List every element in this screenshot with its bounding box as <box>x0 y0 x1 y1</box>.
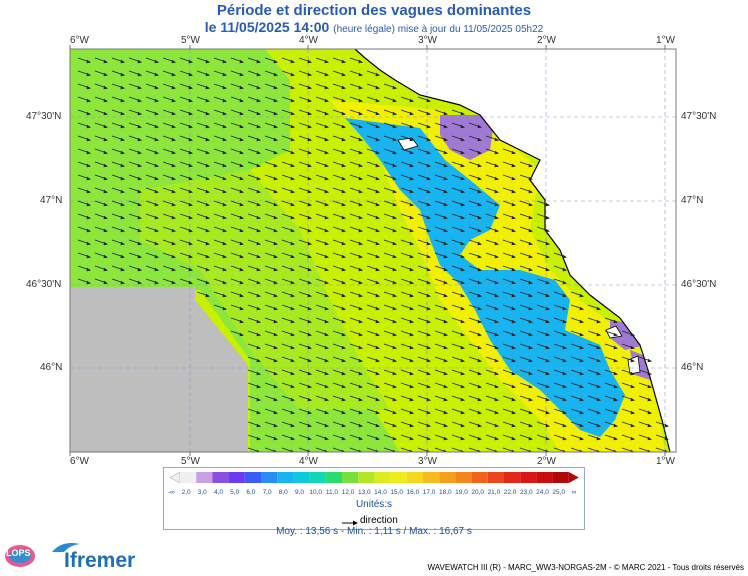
direction-arrows <box>77 57 669 452</box>
legend-tick-label: 2,0 <box>182 489 191 496</box>
lon-label-bottom-4w: 4°W <box>299 456 318 467</box>
lon-label-top-1w: 1°W <box>656 35 675 46</box>
legend-swatch <box>455 472 472 483</box>
legend-over-label: ∞ <box>572 489 577 496</box>
period-zone-lime <box>140 170 390 410</box>
lat-label-left-47: 47°N <box>40 195 63 206</box>
legend-tick-label: 17,0 <box>423 489 436 496</box>
color-legend: 2,0 3,0 4,0 5,0 6,0 7,0 8,0 9,0 10,0 11,0 12,0 13,0… <box>163 467 585 530</box>
ifremer-wave-icon <box>52 543 80 552</box>
legend-swatch <box>536 472 553 483</box>
ifremer-logo: Ifremer <box>64 549 136 572</box>
legend-tick-label: 8,0 <box>279 489 288 496</box>
legend-swatch <box>244 472 261 483</box>
lon-label-top-4w: 4°W <box>299 35 318 46</box>
lon-label-top-3w: 3°W <box>418 35 437 46</box>
legend-tick-label: 15,0 <box>390 489 403 496</box>
legend-swatch <box>261 472 278 483</box>
direction-arrow-icon <box>342 520 358 526</box>
legend-swatch <box>487 472 504 483</box>
legend-tick-label: 6,0 <box>246 489 255 496</box>
legend-swatch <box>325 472 342 483</box>
legend-tick-label: 3,0 <box>198 489 207 496</box>
legend-tick-label: 5,0 <box>230 489 239 496</box>
wave-period-map <box>69 45 677 456</box>
legend-swatch <box>504 472 521 483</box>
legend-tick-label: 20,0 <box>471 489 484 496</box>
legend-tick-label: 18,0 <box>439 489 452 496</box>
legend-swatch <box>228 472 245 483</box>
lat-label-right-46: 46°N <box>681 362 704 373</box>
legend-swatch <box>406 472 423 483</box>
legend-tick-label: 21,0 <box>488 489 501 496</box>
legend-tick-label: 11,0 <box>326 489 339 496</box>
lon-label-top-5w: 5°W <box>181 35 200 46</box>
lon-label-top-2w: 2°W <box>537 35 556 46</box>
land-mass <box>355 49 676 452</box>
lon-label-bottom-6w: 6°W <box>70 456 89 467</box>
island-2 <box>605 325 623 339</box>
legend-swatch <box>358 472 375 483</box>
legend-tick-label: 7,0 <box>263 489 272 496</box>
lon-label-top-6w: 6°W <box>70 35 89 46</box>
lat-label-right-4730: 47°30'N <box>681 111 717 122</box>
lon-label-bottom-5w: 5°W <box>181 456 200 467</box>
lat-label-left-4730: 47°30'N <box>26 111 62 122</box>
legend-tick-label: 16,0 <box>407 489 420 496</box>
map-update-note: (heure légale) mise à jour du 11/05/2025… <box>333 24 544 35</box>
legend-swatch <box>277 472 294 483</box>
legend-tick-label: 25,0 <box>552 489 565 496</box>
legend-swatch <box>293 472 310 483</box>
legend-swatch <box>374 472 391 483</box>
legend-tick-label: 9,0 <box>295 489 304 496</box>
coastline <box>354 49 671 452</box>
footer-credits: WAVEWATCH III (R) - MARC_WW3-NORGAS-2M -… <box>427 563 744 572</box>
legend-tick-label: 12,0 <box>342 489 355 496</box>
legend-swatch <box>471 472 488 483</box>
map-datetime: le 11/05/2025 14:00 <box>204 19 330 35</box>
stats-summary: Moy. : 13,56 s - Min. : 1,11 s / Max. : … <box>276 526 472 537</box>
legend-swatch <box>423 472 440 483</box>
lon-label-bottom-2w: 2°W <box>537 456 556 467</box>
period-zone-purple-1 <box>440 115 495 160</box>
direction-label: direction <box>360 515 398 526</box>
no-data-zone <box>70 287 248 452</box>
map-subtitle: le 11/05/2025 14:00 (heure légale) mise … <box>0 19 748 35</box>
legend-tick-label: 22,0 <box>504 489 517 496</box>
legend-over-triangle <box>568 472 579 483</box>
lat-label-left-46: 46°N <box>40 362 63 373</box>
lops-logo-text: LOPS <box>6 548 31 558</box>
lops-logo <box>5 545 35 567</box>
legend-swatch <box>309 472 326 483</box>
legend-swatch <box>390 472 407 483</box>
legend-under-triangle <box>169 471 181 484</box>
legend-swatch <box>180 472 197 483</box>
legend-swatch <box>439 472 456 483</box>
legend-tick-label: 10,0 <box>309 489 322 496</box>
legend-tick-label: 19,0 <box>455 489 468 496</box>
legend-swatch <box>520 472 537 483</box>
legend-tick-label: 23,0 <box>520 489 533 496</box>
legend-tick-label: 4,0 <box>214 489 223 496</box>
legend-tick-label: 13,0 <box>358 489 371 496</box>
lat-label-right-47: 47°N <box>681 195 704 206</box>
unit-label: Unités:s <box>355 499 393 510</box>
lat-label-left-4630: 46°30'N <box>26 279 62 290</box>
legend-under-label: -∞ <box>168 489 175 496</box>
map-title: Période et direction des vagues dominant… <box>216 2 532 19</box>
lon-label-bottom-3w: 3°W <box>418 456 437 467</box>
legend-swatch <box>342 472 359 483</box>
island-1 <box>397 137 419 151</box>
lat-label-right-4630: 46°30'N <box>681 279 717 290</box>
legend-swatch <box>212 472 229 483</box>
lon-label-bottom-1w: 1°W <box>656 456 675 467</box>
color-scale-bar: 2,0 3,0 4,0 5,0 6,0 7,0 8,0 9,0 10,0 11,0 12,0 13,0… <box>168 471 579 496</box>
legend-swatch <box>552 472 569 483</box>
legend-swatch <box>196 472 213 483</box>
legend-tick-label: 14,0 <box>374 489 387 496</box>
legend-tick-label: 24,0 <box>536 489 549 496</box>
